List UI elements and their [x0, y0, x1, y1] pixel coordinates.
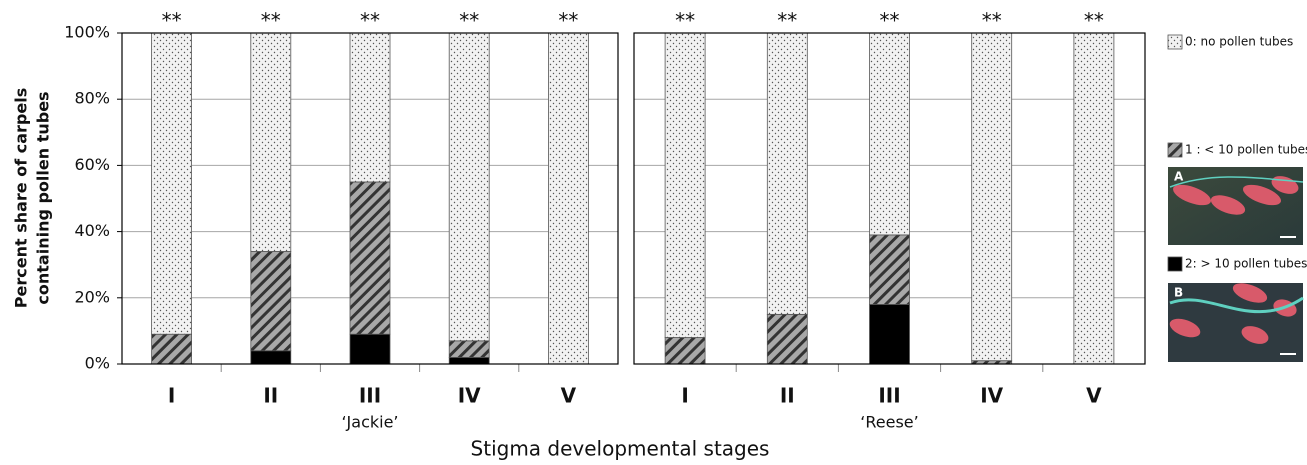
bar-segment	[870, 235, 910, 305]
legend-swatch	[1168, 257, 1182, 271]
bar-segment	[350, 182, 390, 334]
annotation: **	[777, 9, 797, 33]
photo: B	[1167, 279, 1303, 362]
bar-segment	[251, 351, 291, 364]
x-tick-label: III	[359, 384, 381, 408]
subtitle: ‘Jackie’	[341, 413, 398, 432]
y-axis-label: containing pollen tubes	[34, 91, 53, 304]
y-axis-label: Percent share of carpels	[12, 88, 31, 308]
bar-segment	[251, 33, 291, 251]
annotation: **	[982, 9, 1002, 33]
legend-label: 1 : < 10 pollen tubes	[1185, 143, 1307, 157]
x-tick-label: I	[168, 384, 175, 408]
annotation: **	[1084, 9, 1104, 33]
bar-segment	[1074, 33, 1114, 364]
annotation: **	[880, 9, 900, 33]
annotation: **	[459, 9, 479, 33]
y-tick-label: 40%	[74, 221, 110, 240]
x-tick-label: IV	[458, 384, 481, 408]
x-tick-label: II	[780, 384, 795, 408]
y-tick-label: 20%	[74, 287, 110, 306]
bar-segment	[152, 334, 192, 364]
bar-segment	[251, 251, 291, 350]
bar-segment	[350, 334, 390, 364]
annotation: **	[675, 9, 695, 33]
bar-segment	[152, 33, 192, 334]
photo-label: A	[1174, 170, 1184, 184]
x-tick-label: III	[878, 384, 900, 408]
subtitle: ‘Reese’	[860, 413, 918, 432]
bar-segment	[548, 33, 588, 364]
bar-segment	[870, 304, 910, 364]
bar-segment	[665, 33, 705, 338]
bar-segment	[767, 33, 807, 314]
bar-segment	[665, 338, 705, 364]
x-tick-label: I	[681, 384, 688, 408]
legend-label: 2: > 10 pollen tubes	[1185, 257, 1307, 271]
bar-segment	[350, 33, 390, 182]
bar-segment	[972, 33, 1012, 361]
x-tick-label: IV	[980, 384, 1003, 408]
y-tick-label: 0%	[85, 354, 110, 373]
chart: Stigma developmental stages 0% 20% 40% 60% 8…	[0, 0, 1307, 461]
legend-label: 0: no pollen tubes	[1185, 35, 1293, 49]
x-tick-label: V	[561, 384, 577, 408]
y-tick-label: 60%	[74, 155, 110, 174]
legend-swatch	[1168, 35, 1182, 49]
photo: A	[1168, 167, 1303, 245]
bar-segment	[449, 33, 489, 341]
annotation: **	[162, 9, 182, 33]
annotation: **	[558, 9, 578, 33]
x-axis-label: Stigma developmental stages	[471, 437, 770, 461]
bar-segment	[870, 33, 910, 235]
annotation: **	[360, 9, 380, 33]
bar-segment	[449, 357, 489, 364]
x-tick-label: V	[1086, 384, 1102, 408]
annotation: **	[261, 9, 281, 33]
bar-segment	[449, 341, 489, 358]
y-tick-label: 100%	[64, 23, 110, 42]
legend-swatch	[1168, 143, 1182, 157]
x-tick-label: II	[263, 384, 278, 408]
y-tick-label: 80%	[74, 89, 110, 108]
bar-segment	[767, 314, 807, 364]
photo-label: B	[1174, 286, 1183, 300]
